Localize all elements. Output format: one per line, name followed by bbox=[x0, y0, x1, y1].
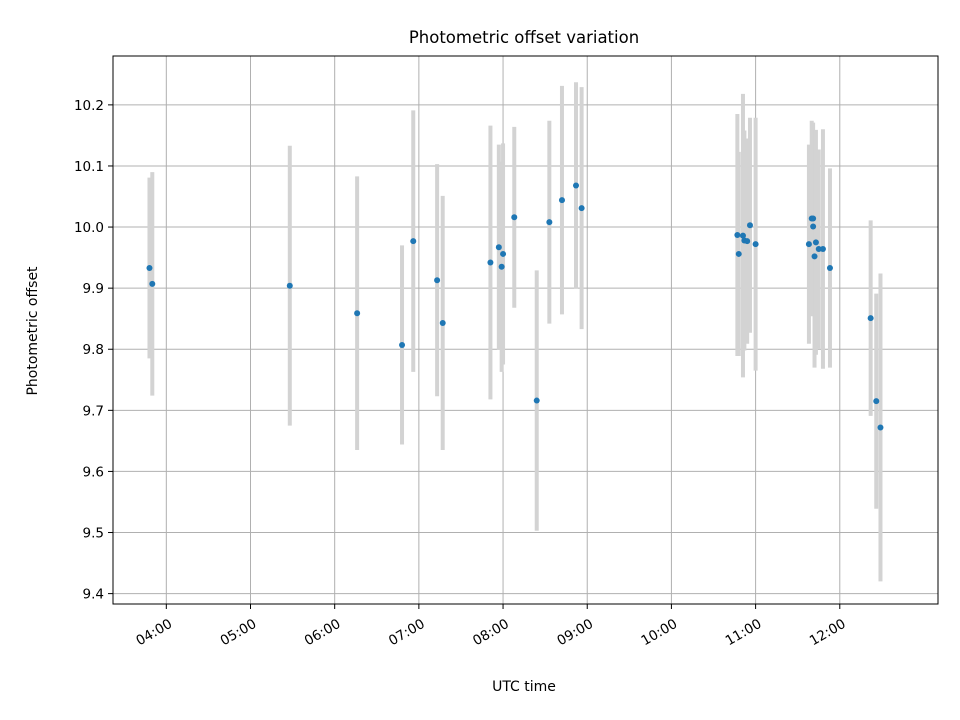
y-tick-label: 10.0 bbox=[74, 220, 104, 236]
plot-frame bbox=[112, 55, 939, 605]
data-point bbox=[873, 398, 880, 405]
data-point bbox=[744, 238, 751, 245]
data-point bbox=[533, 397, 540, 404]
data-point bbox=[399, 341, 406, 348]
data-point bbox=[434, 277, 441, 284]
data-point bbox=[877, 424, 884, 431]
data-point bbox=[495, 244, 502, 251]
y-axis-title: Photometric offset bbox=[25, 266, 41, 396]
data-point bbox=[286, 282, 293, 289]
data-point bbox=[810, 215, 817, 222]
y-tick-label: 9.8 bbox=[83, 342, 104, 358]
data-point bbox=[558, 197, 565, 204]
y-tick-label: 10.2 bbox=[74, 98, 104, 114]
data-point bbox=[410, 238, 417, 245]
y-tick-label: 9.9 bbox=[83, 281, 104, 297]
y-tick-label: 9.5 bbox=[83, 526, 104, 542]
data-point bbox=[735, 250, 742, 257]
data-point bbox=[819, 246, 826, 253]
y-tick-label: 9.4 bbox=[83, 587, 104, 603]
chart-title: Photometric offset variation bbox=[409, 28, 639, 47]
y-tick-label: 9.6 bbox=[83, 464, 104, 480]
data-point bbox=[739, 232, 746, 239]
data-point bbox=[746, 222, 753, 229]
data-points bbox=[146, 182, 884, 431]
data-point bbox=[578, 205, 585, 212]
data-point bbox=[511, 214, 518, 221]
data-point bbox=[500, 250, 507, 257]
data-point bbox=[439, 319, 446, 326]
data-point bbox=[811, 253, 818, 260]
y-tick-label: 10.1 bbox=[74, 159, 104, 175]
data-point bbox=[149, 280, 156, 287]
data-point bbox=[812, 239, 819, 246]
data-point bbox=[498, 263, 505, 270]
data-point bbox=[826, 264, 833, 271]
x-axis-title: UTC time bbox=[492, 679, 556, 695]
data-point bbox=[487, 259, 494, 266]
data-point bbox=[752, 241, 759, 248]
data-point bbox=[867, 315, 874, 322]
data-point bbox=[815, 246, 822, 253]
data-point bbox=[146, 264, 153, 271]
data-point bbox=[354, 310, 361, 317]
data-point bbox=[805, 241, 812, 248]
data-point bbox=[546, 219, 553, 226]
data-point bbox=[573, 182, 580, 189]
data-point bbox=[734, 232, 741, 239]
y-tick-label: 9.7 bbox=[83, 403, 104, 419]
data-point bbox=[810, 223, 817, 230]
